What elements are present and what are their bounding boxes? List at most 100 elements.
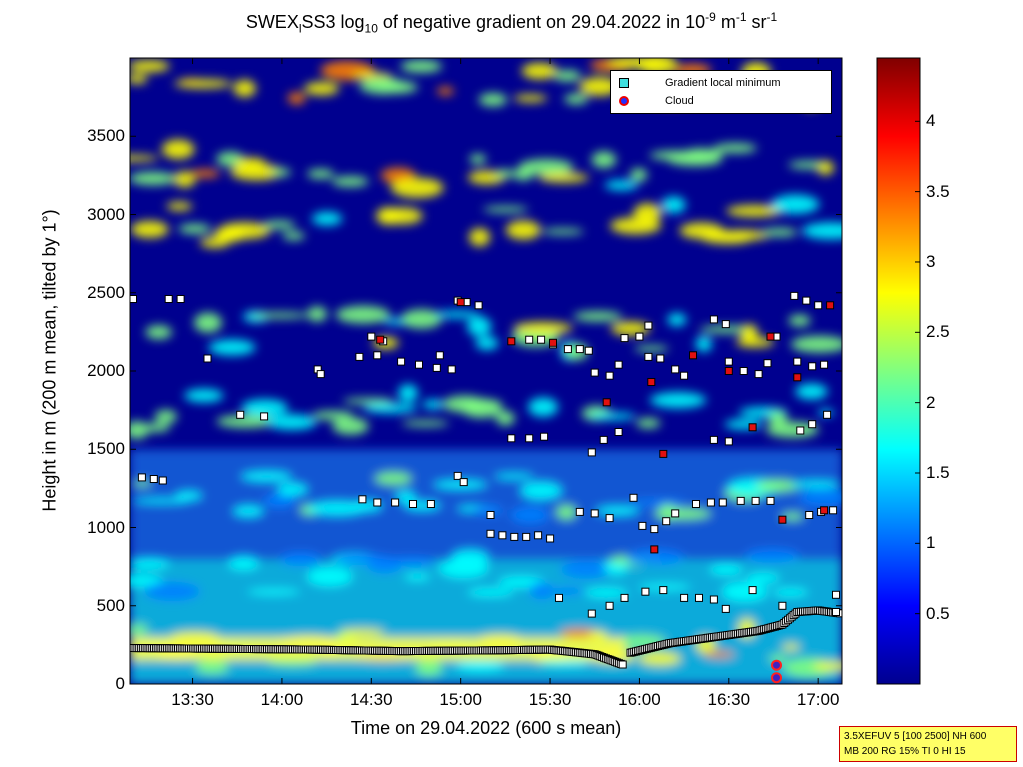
heat-patch	[307, 500, 367, 516]
x-tick-label: 14:30	[350, 690, 393, 709]
gradient-minimum-marker	[808, 420, 817, 429]
heat-patch	[144, 581, 201, 602]
gradient-minimum-marker	[754, 370, 763, 379]
gradient-minimum-marker	[709, 435, 718, 444]
gradient-minimum-marker	[525, 335, 534, 344]
gradient-minimum-marker	[176, 295, 185, 303]
gradient-minimum-marker	[823, 410, 832, 419]
surface-layer-marker	[618, 660, 627, 669]
heat-patch	[404, 573, 431, 581]
heat-patch	[161, 139, 195, 160]
heat-patch	[494, 473, 534, 480]
heat-patch	[195, 660, 229, 675]
heat-patch	[483, 206, 529, 213]
heat-patch	[400, 59, 443, 73]
settings-info-box: 3.5XEFUV 5 [100 2500] NH 600 MB 200 RG 1…	[839, 726, 1017, 762]
gradient-minimum-marker	[748, 586, 757, 595]
red-gradient-marker	[793, 373, 802, 382]
heat-patch	[475, 336, 499, 350]
red-gradient-marker	[650, 545, 659, 554]
colorbar-tick-label: 2	[926, 392, 936, 412]
y-tick-label: 1000	[87, 517, 125, 537]
heat-patch	[339, 628, 385, 636]
gradient-minimum-marker	[587, 448, 596, 457]
red-gradient-marker	[778, 515, 787, 524]
gradient-minimum-marker	[820, 360, 829, 369]
gradient-minimum-marker	[695, 593, 703, 602]
heat-patch	[166, 201, 193, 211]
heat-patch	[579, 77, 619, 96]
heat-patch	[636, 418, 661, 429]
title-sup1: -9	[705, 10, 716, 24]
y-axis-label: Height in m (200 m mean, tilted by 1°)	[39, 209, 60, 512]
heat-patch	[250, 312, 309, 319]
gradient-minimum-marker	[373, 351, 382, 360]
gradient-minimum-marker	[316, 370, 325, 379]
heat-patch	[473, 505, 504, 516]
gradient-minimum-marker	[814, 301, 823, 310]
x-tick-label: 16:00	[618, 690, 661, 709]
gradient-minimum-marker	[605, 601, 614, 610]
heat-patch	[519, 481, 563, 501]
heat-patch	[667, 313, 687, 326]
heat-patch	[724, 419, 763, 430]
gradient-minimum-marker	[614, 360, 623, 369]
gradient-minimum-marker	[486, 529, 495, 538]
heat-patch	[455, 661, 505, 672]
heat-patch	[173, 79, 232, 89]
heat-patch	[771, 194, 820, 214]
heat-patch	[782, 643, 800, 651]
gradient-minimum-marker	[808, 362, 817, 371]
gradient-minimum-marker	[599, 435, 608, 444]
colorbar-tick-label: 3	[926, 251, 936, 271]
heat-patch	[802, 222, 842, 240]
cloud-marker-icon	[619, 96, 629, 106]
gradient-minimum-marker	[605, 371, 614, 380]
title-rest: of negative gradient on 29.04.2022 in 10	[377, 12, 706, 32]
heat-patch	[467, 316, 492, 337]
heat-patch	[271, 168, 291, 177]
heat-patch	[331, 176, 369, 187]
heat-patch	[233, 79, 256, 97]
heat-patch	[653, 507, 712, 521]
heat-patch	[610, 321, 651, 336]
heat-patch	[335, 305, 391, 324]
heat-patch	[518, 159, 574, 175]
info-line-1: 3.5XEFUV 5 [100 2500] NH 600	[844, 731, 987, 742]
y-tick-label: 0	[115, 674, 125, 693]
red-gradient-marker	[689, 351, 697, 360]
x-tick-label: 14:00	[260, 690, 304, 709]
heat-patch	[240, 470, 292, 483]
gradient-minimum-marker	[671, 509, 680, 518]
gradient-minimum-marker	[203, 354, 212, 363]
heat-patch	[513, 322, 573, 335]
gradient-minimum-marker	[832, 590, 840, 599]
gradient-minimum-marker	[555, 593, 563, 602]
heat-patch	[228, 555, 260, 571]
heat-patch	[560, 559, 613, 579]
gradient-minimum-marker	[158, 476, 167, 485]
gradient-minimum-marker	[373, 498, 382, 507]
red-gradient-marker	[456, 298, 465, 307]
heat-patch	[475, 400, 503, 408]
y-tick-label: 3500	[87, 126, 125, 146]
cloud-marker	[771, 659, 782, 671]
heat-patch	[311, 212, 343, 226]
heat-patch	[385, 556, 436, 567]
title-prefix: SWEX	[245, 12, 299, 32]
heat-patch	[398, 384, 418, 402]
gradient-minimum-marker	[409, 500, 417, 508]
gradient-minimum-marker	[680, 593, 689, 602]
cloud-marker	[771, 672, 782, 684]
heat-patch	[306, 566, 353, 587]
heat-patch	[130, 557, 170, 569]
gradient-minimum-marker	[563, 345, 572, 354]
red-gradient-marker	[826, 301, 835, 310]
gradient-minimum-marker	[829, 506, 838, 515]
heat-patch	[638, 651, 682, 666]
gradient-minimum-marker	[546, 534, 555, 543]
heat-patch	[510, 506, 550, 524]
gradient-minimum-marker	[590, 509, 599, 518]
heat-patch	[588, 412, 636, 420]
chart-title: SWEXlSS3 log10 of negative gradient on 2…	[0, 10, 1023, 36]
